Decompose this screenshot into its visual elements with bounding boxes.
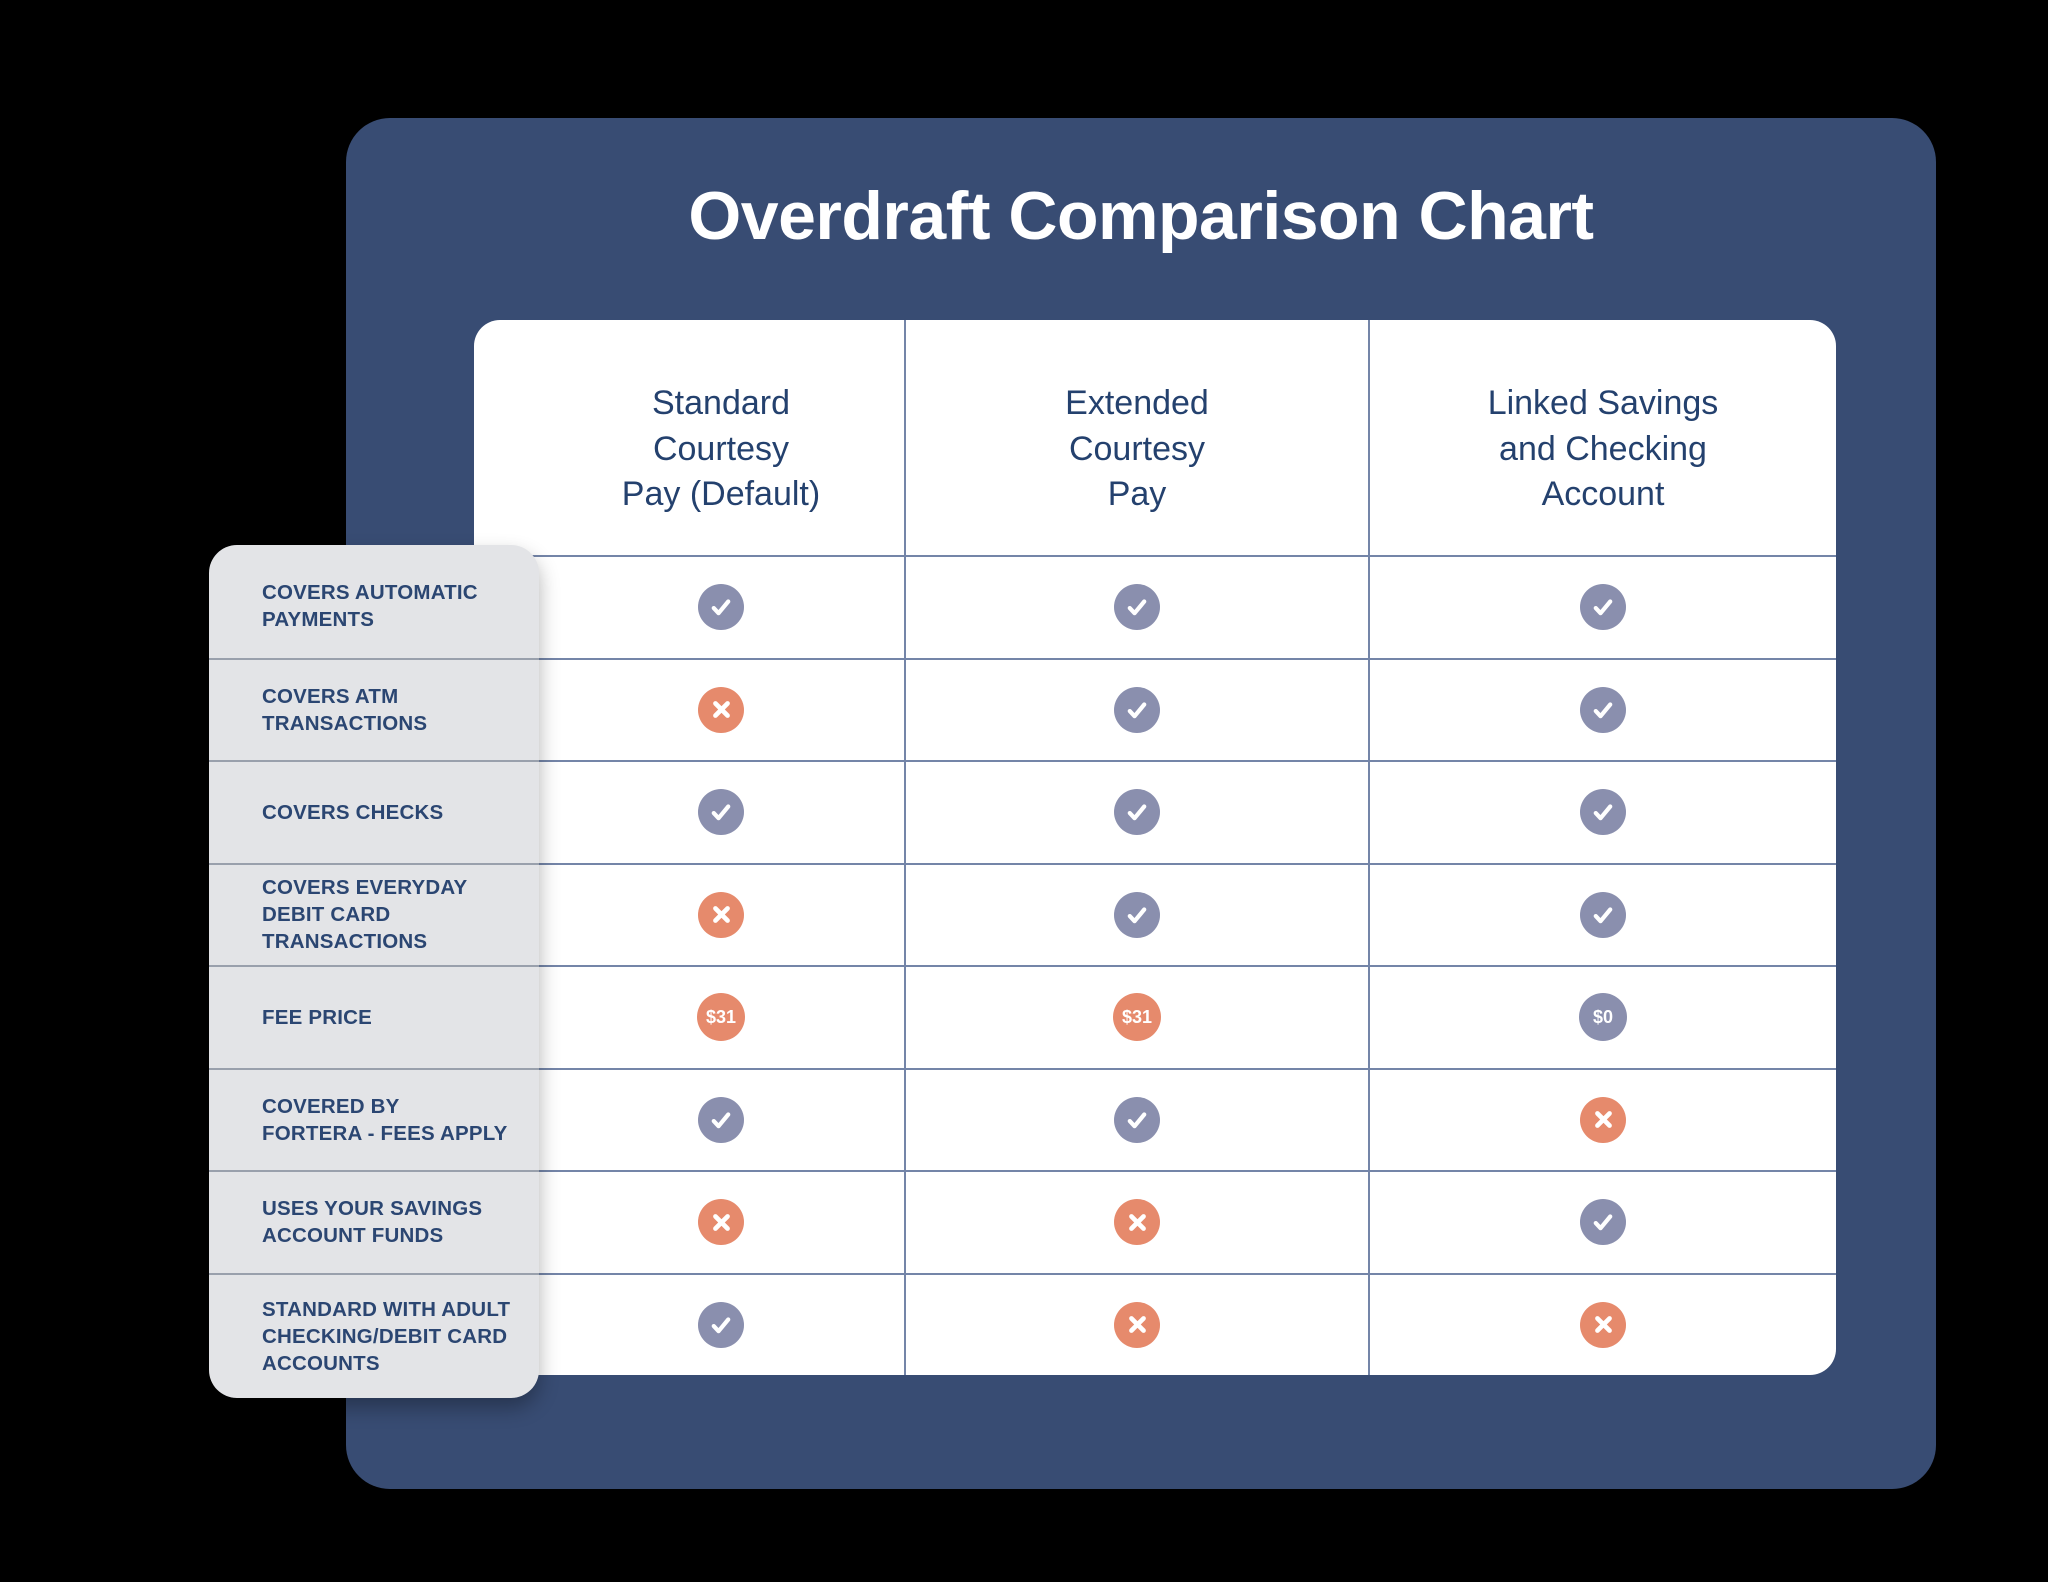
check-icon (1580, 584, 1626, 631)
check-icon (1580, 789, 1626, 836)
cell-row8-col1 (474, 1272, 904, 1376)
x-icon (1114, 1301, 1160, 1348)
cell-row5-col3: $0 (1368, 965, 1836, 1068)
cell-row4-col3 (1368, 862, 1836, 965)
cell-row3-col3 (1368, 760, 1836, 863)
cell-row3-col2 (904, 760, 1368, 863)
x-icon (1580, 1301, 1626, 1348)
x-icon (698, 686, 744, 733)
column-header-label: Linked Savings and Checking Account (1487, 383, 1719, 514)
cell-row3-col1 (474, 760, 904, 863)
x-icon (1114, 1199, 1160, 1246)
fee-badge: $31 (697, 993, 745, 1042)
cell-row5-col2: $31 (904, 965, 1368, 1068)
check-icon (698, 1096, 744, 1143)
check-icon (1580, 1199, 1626, 1246)
cell-row6-col3 (1368, 1067, 1836, 1170)
feature-row-7: USES YOUR SAVINGS ACCOUNT FUNDS (209, 1170, 539, 1273)
check-icon (1114, 584, 1160, 631)
cell-row7-col3 (1368, 1170, 1836, 1273)
check-icon (1114, 789, 1160, 836)
feature-row-1: COVERS AUTOMATIC PAYMENTS (209, 555, 539, 658)
feature-row-label: COVERS EVERYDAY DEBIT CARD TRANSACTIONS (262, 876, 468, 954)
feature-row-5: FEE PRICE (209, 965, 539, 1068)
cell-row7-col2 (904, 1170, 1368, 1273)
check-icon (1114, 891, 1160, 938)
fee-badge: $31 (1113, 993, 1161, 1042)
cell-row4-col2 (904, 862, 1368, 965)
cell-row1-col2 (904, 555, 1368, 658)
check-icon (1580, 891, 1626, 938)
cell-row8-col3 (1368, 1272, 1836, 1375)
feature-row-label: FEE PRICE (262, 1005, 373, 1029)
check-icon (1114, 1096, 1160, 1143)
feature-row-8: STANDARD WITH ADULT CHECKING/DEBIT CARD … (209, 1272, 539, 1399)
feature-row-label: COVERS AUTOMATIC PAYMENTS (262, 581, 478, 632)
cell-row6-col1 (474, 1067, 904, 1171)
feature-row-label: COVERS ATM TRANSACTIONS (262, 684, 428, 735)
chart-title: Overdraft Comparison Chart (688, 178, 1594, 254)
feature-row-2: COVERS ATM TRANSACTIONS (209, 657, 539, 761)
check-icon (698, 584, 744, 631)
column-header-linked-savings-checking: Linked Savings and Checking Account (1368, 320, 1836, 555)
feature-row-6: COVERED BY FORTERA - FEES APPLY (209, 1067, 539, 1171)
cell-row2-col3 (1368, 657, 1836, 760)
cell-row2-col2 (904, 657, 1368, 760)
column-header-standard-courtesy-pay: Standard Courtesy Pay (Default) (474, 320, 904, 555)
feature-row-label: COVERED BY FORTERA - FEES APPLY (262, 1094, 508, 1145)
cell-row1-col1 (474, 555, 904, 658)
cell-row5-col1: $31 (474, 965, 904, 1068)
check-icon (1114, 686, 1160, 733)
x-icon (1580, 1096, 1626, 1143)
feature-row-label: STANDARD WITH ADULT CHECKING/DEBIT CARD … (262, 1297, 511, 1375)
feature-row-4: COVERS EVERYDAY DEBIT CARD TRANSACTIONS (209, 862, 539, 966)
cell-row2-col1 (474, 657, 904, 761)
cell-row4-col1 (474, 862, 904, 966)
comparison-table: Standard Courtesy Pay (Default) Extended… (474, 320, 1836, 1375)
x-icon (698, 891, 744, 938)
check-icon (698, 1301, 744, 1348)
row-labels-panel: COVERS AUTOMATIC PAYMENTS COVERS ATM TRAN… (209, 545, 539, 1398)
cell-row1-col3 (1368, 555, 1836, 658)
cell-row7-col1 (474, 1170, 904, 1273)
check-icon (698, 789, 744, 836)
fee-badge: $0 (1579, 993, 1627, 1042)
column-header-extended-courtesy-pay: Extended Courtesy Pay (904, 320, 1368, 555)
column-header-label: Extended Courtesy Pay (1065, 383, 1209, 514)
feature-row-3: COVERS CHECKS (209, 760, 539, 863)
column-header-label: Standard Courtesy Pay (Default) (621, 383, 821, 514)
feature-row-label: USES YOUR SAVINGS ACCOUNT FUNDS (262, 1197, 483, 1248)
feature-row-label: COVERS CHECKS (262, 800, 444, 824)
cell-row8-col2 (904, 1272, 1368, 1375)
cell-row6-col2 (904, 1067, 1368, 1170)
x-icon (698, 1199, 744, 1246)
check-icon (1580, 686, 1626, 733)
